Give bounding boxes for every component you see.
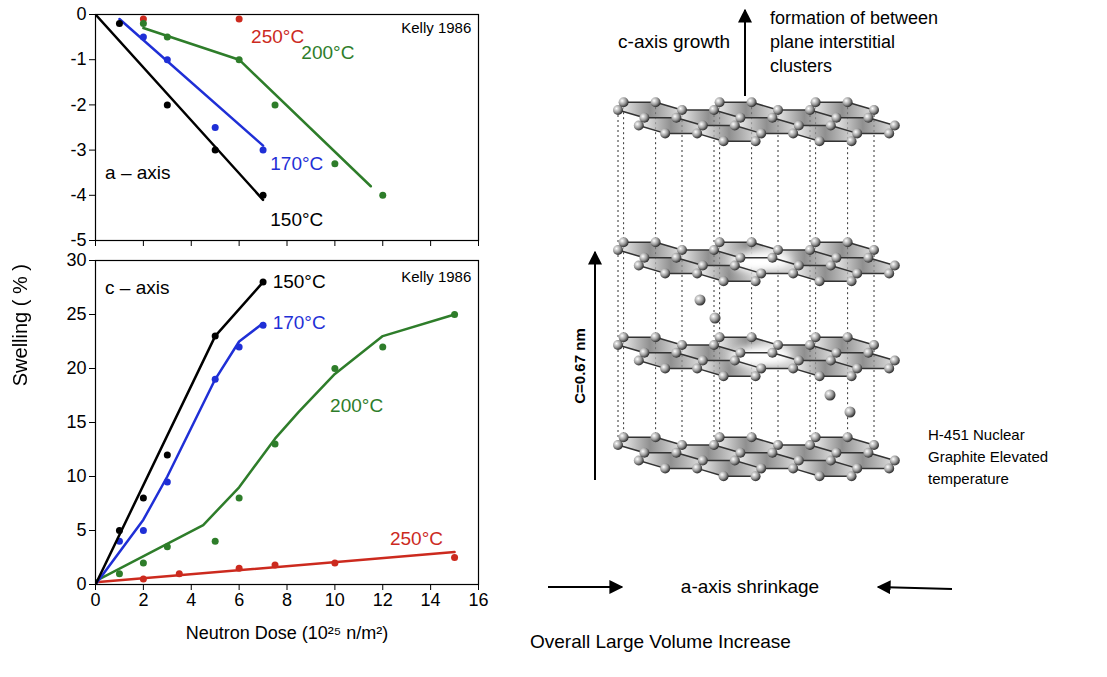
svg-text:150°C: 150°C <box>270 209 323 230</box>
svg-text:5: 5 <box>76 520 86 540</box>
svg-text:200°C: 200°C <box>301 42 354 63</box>
svg-text:8: 8 <box>282 590 292 610</box>
svg-text:-4: -4 <box>70 185 86 205</box>
svg-text:a – axis: a – axis <box>105 162 170 183</box>
html-text:Swelling ( % ): Swelling ( % ) <box>8 263 31 387</box>
svg-text:temperature: temperature <box>928 470 1009 487</box>
svg-text:170°C: 170°C <box>273 312 326 333</box>
svg-text:150°C: 150°C <box>273 271 326 292</box>
svg-text:4: 4 <box>186 590 196 610</box>
svg-text:2: 2 <box>138 590 148 610</box>
svg-text:plane interstitial: plane interstitial <box>770 32 895 52</box>
svg-text:H-451 Nuclear: H-451 Nuclear <box>928 426 1025 443</box>
svg-text:250°C: 250°C <box>251 26 304 47</box>
svg-text:170°C: 170°C <box>270 153 323 174</box>
svg-text:12: 12 <box>373 590 393 610</box>
svg-text:200°C: 200°C <box>330 395 383 416</box>
svg-text:c – axis: c – axis <box>105 277 169 298</box>
svg-text:Kelly 1986: Kelly 1986 <box>401 268 471 285</box>
svg-text:30: 30 <box>66 250 86 270</box>
svg-text:Graphite Elevated: Graphite Elevated <box>928 448 1048 465</box>
svg-text:Kelly 1986: Kelly 1986 <box>401 19 471 36</box>
svg-text:20: 20 <box>66 358 86 378</box>
svg-text:Neutron Dose (10²⁵ n/m²): Neutron Dose (10²⁵ n/m²) <box>186 623 389 643</box>
svg-text:10: 10 <box>325 590 345 610</box>
svg-text:C=0.67 nm: C=0.67 nm <box>571 328 588 403</box>
svg-text:250°C: 250°C <box>390 528 443 549</box>
svg-text:0: 0 <box>76 574 86 594</box>
svg-text:14: 14 <box>421 590 441 610</box>
svg-text:-5: -5 <box>70 230 86 250</box>
svg-text:-3: -3 <box>70 140 86 160</box>
svg-text:15: 15 <box>66 412 86 432</box>
svg-text:c-axis growth: c-axis growth <box>618 31 730 52</box>
svg-text:6: 6 <box>234 590 244 610</box>
svg-text:Overall Large Volume Increase: Overall Large Volume Increase <box>530 631 791 652</box>
svg-text:10: 10 <box>66 466 86 486</box>
svg-text:-2: -2 <box>70 95 86 115</box>
svg-text:formation of between: formation of between <box>770 8 938 28</box>
svg-text:-1: -1 <box>70 49 86 69</box>
svg-text:16: 16 <box>468 590 488 610</box>
svg-text:0: 0 <box>76 4 86 24</box>
svg-text:a-axis shrinkage: a-axis shrinkage <box>681 576 819 597</box>
svg-text:clusters: clusters <box>770 56 832 76</box>
svg-text:0: 0 <box>90 590 100 610</box>
svg-text:25: 25 <box>66 304 86 324</box>
